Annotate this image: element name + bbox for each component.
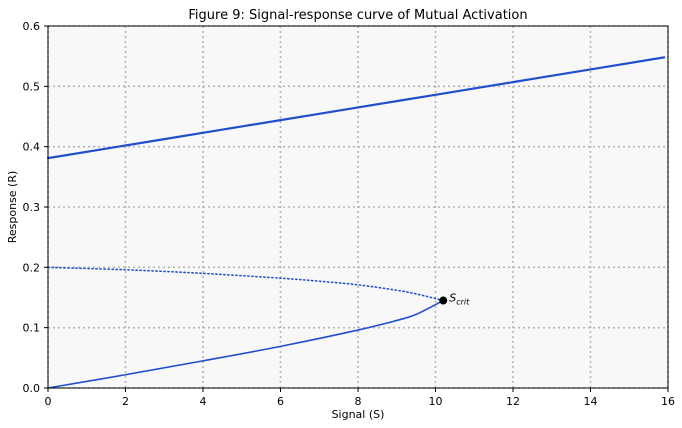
y-tick-label: 0.1 (23, 322, 41, 335)
x-tick-label: 14 (584, 395, 598, 408)
chart-title: Figure 9: Signal-response curve of Mutua… (188, 8, 527, 23)
critical-point-marker (439, 296, 448, 305)
x-tick-label: 10 (429, 395, 443, 408)
x-tick-label: 4 (200, 395, 207, 408)
y-tick-label: 0.6 (23, 20, 41, 33)
y-tick-label: 0.5 (23, 80, 41, 93)
series-layer (46, 56, 666, 389)
x-tick-label: 2 (122, 395, 129, 408)
series-line-lower-stable-branch (47, 299, 445, 389)
y-tick-label: 0.2 (23, 261, 41, 274)
x-tick-label: 8 (355, 395, 362, 408)
y-ticks: 0.0 0.1 0.2 0.3 0.4 0.5 0.6 (23, 20, 48, 395)
x-tick-label: 6 (277, 395, 284, 408)
annotation-layer: Scrit (439, 292, 470, 307)
x-tick-label: 16 (661, 395, 675, 408)
x-ticks: 0 2 4 6 8 10 12 14 16 (45, 388, 675, 408)
y-tick-label: 0.0 (23, 382, 41, 395)
x-tick-label: 0 (45, 395, 52, 408)
series-line-upper-stable-branch (46, 56, 666, 160)
critical-point-label: Scrit (449, 292, 470, 307)
y-tick-label: 0.3 (23, 201, 41, 214)
series-line-unstable-branch (47, 266, 445, 302)
x-axis-label: Signal (S) (332, 408, 385, 421)
y-tick-label: 0.4 (23, 141, 41, 154)
x-tick-label: 12 (506, 395, 520, 408)
y-axis-label: Response (R) (6, 171, 19, 244)
